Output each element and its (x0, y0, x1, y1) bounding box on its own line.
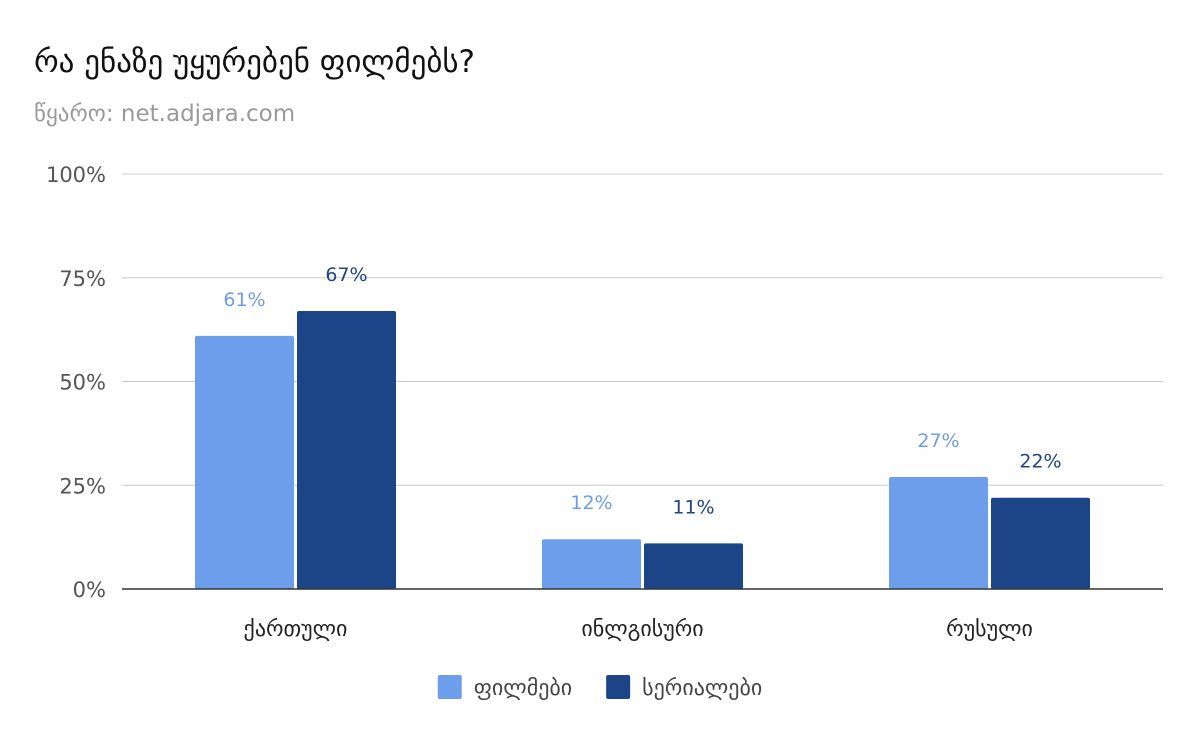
bar-1-1 (644, 543, 743, 589)
y-axis-tick-labels: 0% 25% 50% 75% 100% (46, 163, 106, 602)
y-tick-label: 100% (46, 163, 106, 187)
data-label-2-1: 22% (1019, 451, 1061, 473)
legend: ფილმები სერიალები (437, 675, 762, 701)
data-label-1-0: 12% (570, 492, 612, 514)
data-label-2-0: 27% (917, 430, 959, 452)
bars (195, 310, 1090, 589)
data-label-1-1: 11% (672, 496, 714, 518)
chart-title: რა ენაზე უყურებენ ფილმებს? (34, 44, 476, 80)
bar-0-1 (297, 310, 396, 589)
y-tick-label: 50% (59, 371, 106, 395)
y-tick-label: 0% (73, 578, 106, 602)
data-label-0-0: 61% (223, 289, 265, 311)
bar-2-0 (889, 476, 988, 589)
gridlines (122, 173, 1163, 486)
x-category-label: ქართული (244, 617, 348, 642)
y-tick-label: 75% (59, 267, 106, 291)
x-category-label: რუსული (946, 617, 1033, 642)
x-category-label: ინლგისური (581, 617, 703, 642)
bar-2-1 (991, 497, 1090, 589)
chart-subtitle: წყარო: net.adjara.com (34, 101, 296, 127)
legend-swatch (437, 675, 462, 699)
bar-1-0 (542, 539, 641, 589)
bar-0-0 (195, 335, 294, 589)
legend-swatch (606, 675, 631, 699)
x-axis-category-labels: ქართული ინლგისური რუსული (244, 617, 1033, 642)
legend-label: ფილმები (474, 676, 572, 701)
data-labels: 61% 67% 12% 11% 27% 22% (223, 264, 1061, 518)
legend-label: სერიალები (642, 676, 762, 701)
data-label-0-1: 67% (325, 264, 367, 286)
y-tick-label: 25% (59, 474, 106, 498)
